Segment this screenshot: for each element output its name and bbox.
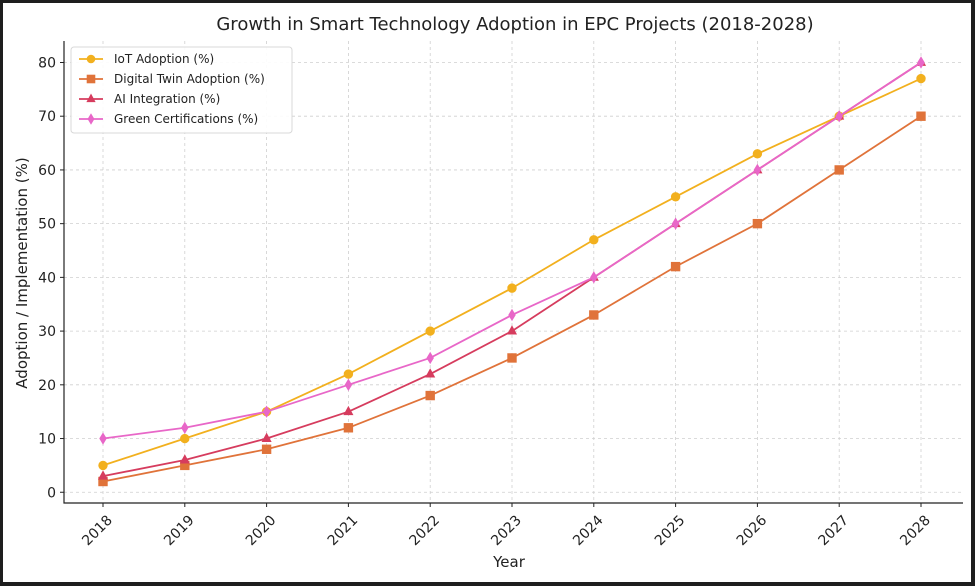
- data-point-green-certifications: [344, 378, 353, 391]
- y-tick-label: 20: [38, 378, 56, 394]
- data-point-green-certifications: [181, 421, 189, 434]
- series-green-certifications: [99, 56, 925, 445]
- legend-item: IoT Adoption (%): [79, 52, 214, 66]
- series-digital-twin-adoption: [98, 111, 926, 487]
- legend-marker: [86, 74, 96, 84]
- y-tick-label: 30: [38, 324, 56, 340]
- data-point-digital-twin-adoption: [670, 261, 681, 272]
- data-point-iot-adoption: [752, 149, 763, 159]
- x-tick-label: 2019: [161, 513, 198, 550]
- x-tick-label: 2027: [816, 513, 853, 550]
- legend-box: [70, 46, 293, 134]
- chart-title: Growth in Smart Technology Adoption in E…: [216, 14, 813, 35]
- data-point-iot-adoption: [343, 369, 354, 379]
- x-tick-label: 2021: [325, 513, 362, 550]
- y-tick-label: 10: [38, 432, 56, 448]
- data-point-green-certifications: [835, 110, 843, 123]
- legend-label: AI Integration (%): [114, 92, 220, 106]
- legend-item: Green Certifications (%): [79, 112, 258, 126]
- data-point-green-certifications: [426, 351, 434, 365]
- legend-label: Digital Twin Adoption (%): [114, 72, 265, 86]
- y-tick-label: 70: [38, 109, 56, 125]
- legend: IoT Adoption (%) Digital Twin Adoption (%…: [70, 46, 293, 134]
- data-point-green-certifications: [99, 432, 107, 445]
- legend-label: Green Certifications (%): [114, 112, 258, 126]
- x-tick-label: 2025: [652, 513, 689, 550]
- data-point-iot-adoption: [916, 73, 926, 84]
- data-point-iot-adoption: [180, 433, 190, 444]
- data-point-ai-integration: [506, 325, 518, 335]
- x-tick-label: 2020: [243, 513, 280, 550]
- data-point-green-certifications: [590, 271, 598, 284]
- data-point-digital-twin-adoption: [425, 390, 435, 401]
- data-point-digital-twin-adoption: [834, 165, 844, 175]
- line-chart: Growth in Smart Technology Adoption in E…: [13, 14, 963, 571]
- chart-frame: Growth in Smart Technology Adoption in E…: [3, 3, 971, 582]
- legend-label: IoT Adoption (%): [114, 52, 214, 66]
- x-tick-label: 2026: [734, 512, 771, 549]
- data-point-green-certifications: [671, 217, 680, 230]
- data-point-digital-twin-adoption: [589, 310, 599, 320]
- legend-marker: [86, 93, 96, 103]
- data-point-digital-twin-adoption: [261, 444, 272, 454]
- data-point-green-certifications: [917, 56, 925, 69]
- y-tick-label: 60: [38, 163, 56, 179]
- data-point-green-certifications: [753, 163, 762, 177]
- y-tick-label: 50: [38, 217, 56, 233]
- data-point-ai-integration: [261, 432, 272, 442]
- x-tick-label: 2028: [897, 513, 934, 550]
- legend-marker: [87, 113, 95, 125]
- x-axis-label: Year: [492, 553, 526, 571]
- data-point-iot-adoption: [670, 192, 681, 202]
- data-point-iot-adoption: [98, 460, 108, 471]
- x-tick-label: 2022: [407, 513, 444, 550]
- data-point-digital-twin-adoption: [507, 353, 517, 363]
- series-layer: [97, 56, 927, 487]
- data-point-ai-integration: [343, 405, 354, 416]
- data-point-ai-integration: [425, 368, 436, 378]
- x-tick-label: 2024: [570, 512, 607, 549]
- data-point-iot-adoption: [425, 326, 435, 336]
- y-tick-label: 80: [38, 55, 56, 71]
- data-point-green-certifications: [262, 405, 271, 418]
- axis-spines: [63, 41, 963, 504]
- data-point-ai-integration: [97, 470, 109, 480]
- legend-item: Digital Twin Adoption (%): [79, 72, 265, 86]
- y-tick-label: 40: [38, 270, 56, 286]
- data-point-ai-integration: [179, 454, 190, 464]
- legend-item: AI Integration (%): [79, 92, 220, 106]
- data-point-green-certifications: [508, 308, 516, 322]
- y-axis-label: Adoption / Implementation (%): [13, 157, 31, 388]
- x-tick-label: 2023: [488, 513, 525, 550]
- data-point-digital-twin-adoption: [343, 423, 354, 433]
- x-tick-label: 2018: [79, 513, 116, 550]
- data-point-digital-twin-adoption: [916, 111, 926, 121]
- legend-marker: [86, 54, 96, 64]
- y-tick-label: 0: [47, 485, 56, 501]
- data-point-iot-adoption: [589, 235, 599, 245]
- data-point-digital-twin-adoption: [752, 218, 763, 229]
- data-point-iot-adoption: [507, 283, 517, 293]
